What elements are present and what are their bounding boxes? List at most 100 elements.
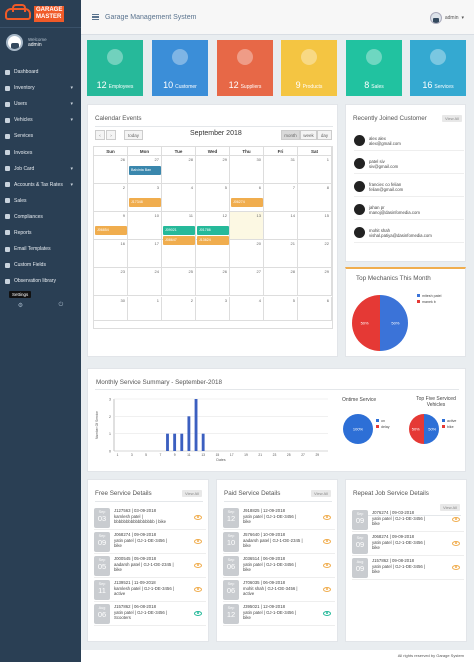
- service-list-item[interactable]: Sep 09 J076274 | 09-03-2018 yatin patel | G…: [352, 508, 464, 532]
- calendar-day-cell[interactable]: 10: [128, 212, 162, 240]
- service-bar[interactable]: [194, 399, 198, 451]
- sidebar-item-invoices[interactable]: Invoices: [0, 144, 81, 160]
- view-day-button[interactable]: day: [317, 130, 332, 140]
- view-eye-icon[interactable]: [194, 515, 202, 520]
- calendar-day-cell[interactable]: 23: [94, 268, 128, 296]
- service-list-item[interactable]: Sep 11 J139521 | 11-09-2018 kamlesh patel |…: [94, 578, 206, 602]
- calendar-event[interactable]: J17348: [129, 198, 161, 207]
- calendar-day-cell[interactable]: 14: [264, 212, 298, 240]
- customer-list-item[interactable]: mohit shah vishal.patiya@dasinfomedia.com: [354, 223, 464, 243]
- customer-list-item[interactable]: alex alex alex@gmail.com: [354, 131, 464, 151]
- service-list-item[interactable]: Sep 12 J918825 | 12-09-2018 yatin patel | G…: [223, 506, 335, 530]
- view-eye-icon[interactable]: [452, 565, 460, 570]
- view-eye-icon[interactable]: [323, 611, 331, 616]
- next-month-button[interactable]: ›: [106, 130, 116, 140]
- prev-month-button[interactable]: ‹: [95, 130, 105, 140]
- user-menu[interactable]: admin ▾: [429, 12, 464, 24]
- calendar-day-cell[interactable]: 29: [298, 268, 332, 296]
- service-list-item[interactable]: Aug 09 J157862 | 09-08-2018 yatin patel | G…: [352, 556, 464, 580]
- service-list-item[interactable]: Sep 10 J576640 | 10-09-2018 aadarsh patel |…: [223, 530, 335, 554]
- service-list-item[interactable]: Sep 09 J068274 | 09-09-2018 yatin patel | G…: [94, 530, 206, 554]
- calendar-day-cell[interactable]: 24: [128, 268, 162, 296]
- customer-list-item[interactable]: patel siv siv@gmail.com: [354, 154, 464, 174]
- sidebar-item-compliances[interactable]: Compliances: [0, 209, 81, 225]
- view-week-button[interactable]: week: [300, 130, 317, 140]
- view-eye-icon[interactable]: [323, 563, 331, 568]
- service-bar[interactable]: [173, 433, 177, 451]
- calendar-event[interactable]: J13624: [197, 236, 229, 245]
- service-bar[interactable]: [180, 433, 184, 451]
- calendar-day-cell[interactable]: 4: [230, 297, 264, 321]
- view-eye-icon[interactable]: [194, 563, 202, 568]
- view-eye-icon[interactable]: [194, 539, 202, 544]
- calendar-event[interactable]: Balvinta Ban: [129, 166, 161, 175]
- settings-gear-icon[interactable]: ⚙: [17, 303, 24, 309]
- calendar-event[interactable]: J08647: [163, 236, 195, 245]
- calendar-day-cell[interactable]: 16: [94, 240, 128, 268]
- calendar-day-cell[interactable]: 22: [298, 240, 332, 268]
- sidebar-item-accounts-tax-rates[interactable]: Accounts & Tax Rates ▾: [0, 177, 81, 193]
- calendar-event[interactable]: J01786: [197, 226, 229, 235]
- repeat-service-view-all[interactable]: View All: [440, 504, 460, 511]
- calendar-day-cell[interactable]: 6: [298, 297, 332, 321]
- calendar-day-cell[interactable]: 30: [94, 297, 128, 321]
- service-list-item[interactable]: Sep 12 J395021 | 12-09-2018 yatin patel | G…: [223, 602, 335, 626]
- app-logo[interactable]: GARAGE MASTER: [0, 0, 81, 28]
- sidebar-item-users[interactable]: Users ▾: [0, 96, 81, 112]
- stat-tile-services[interactable]: 16 Services: [410, 40, 466, 96]
- calendar-day-cell[interactable]: 29: [196, 156, 230, 184]
- power-icon[interactable]: ⏻: [58, 302, 64, 308]
- service-list-item[interactable]: Sep 09 J068274 | 09-09-2018 yatin patel | G…: [352, 532, 464, 556]
- sidebar-item-email-templates[interactable]: Email Templates: [0, 241, 81, 257]
- calendar-day-cell[interactable]: 3: [196, 297, 230, 321]
- sidebar-item-observation-library[interactable]: Observation library: [0, 273, 81, 289]
- calendar-event[interactable]: J06274: [231, 198, 263, 207]
- calendar-day-cell[interactable]: 27: [230, 268, 264, 296]
- stat-tile-products[interactable]: 9 Products: [281, 40, 337, 96]
- sidebar-item-sales[interactable]: Sales: [0, 193, 81, 209]
- calendar-day-cell[interactable]: 30: [230, 156, 264, 184]
- stat-tile-customer[interactable]: 10 Customer: [152, 40, 208, 96]
- recent-customers-view-all[interactable]: View All: [442, 115, 462, 122]
- calendar-day-cell[interactable]: 9: [94, 212, 128, 240]
- view-eye-icon[interactable]: [452, 517, 460, 522]
- calendar-day-cell[interactable]: 28: [264, 268, 298, 296]
- sidebar-item-job-card[interactable]: Job Card ▾: [0, 161, 81, 177]
- view-eye-icon[interactable]: [323, 539, 331, 544]
- paid-service-view-all[interactable]: View All: [311, 490, 331, 497]
- calendar-day-cell[interactable]: 27: [128, 156, 162, 184]
- calendar-day-cell[interactable]: 5: [196, 184, 230, 212]
- view-eye-icon[interactable]: [323, 515, 331, 520]
- calendar-day-cell[interactable]: 26: [196, 268, 230, 296]
- customer-list-item[interactable]: franciec co felian felian@gmail.com: [354, 177, 464, 197]
- calendar-event[interactable]: J09021: [163, 226, 195, 235]
- stat-tile-sales[interactable]: 8 Sales: [346, 40, 402, 96]
- calendar-day-cell[interactable]: 15: [298, 212, 332, 240]
- calendar-day-cell[interactable]: 8: [298, 184, 332, 212]
- calendar-day-cell[interactable]: 4: [162, 184, 196, 212]
- calendar-day-cell[interactable]: 7: [264, 184, 298, 212]
- today-button[interactable]: today: [124, 130, 143, 140]
- calendar-event[interactable]: J06854: [95, 226, 127, 235]
- calendar-day-cell[interactable]: 2: [162, 297, 196, 321]
- calendar-day-cell[interactable]: 17: [128, 240, 162, 268]
- view-eye-icon[interactable]: [452, 541, 460, 546]
- sidebar-item-inventory[interactable]: Inventory ▾: [0, 80, 81, 96]
- calendar-day-cell[interactable]: 26: [94, 156, 128, 184]
- stat-tile-employees[interactable]: 12 Employees: [87, 40, 143, 96]
- service-list-item[interactable]: Sep 03 J127563 | 03-09-2018 kamlesh patel |…: [94, 506, 206, 530]
- free-service-view-all[interactable]: View All: [182, 490, 202, 497]
- view-eye-icon[interactable]: [194, 611, 202, 616]
- calendar-day-cell[interactable]: 20: [230, 240, 264, 268]
- sidebar-item-reports[interactable]: Reports: [0, 225, 81, 241]
- service-bar[interactable]: [187, 416, 191, 451]
- service-list-item[interactable]: Aug 06 J157862 | 06-08-2018 yatin patel | G…: [94, 602, 206, 626]
- calendar-day-cell[interactable]: 13: [230, 212, 264, 240]
- calendar-day-cell[interactable]: 2: [94, 184, 128, 212]
- menu-toggle-icon[interactable]: [92, 14, 99, 20]
- sidebar-item-dashboard[interactable]: Dashboard: [0, 64, 81, 80]
- sidebar-item-services[interactable]: Services: [0, 128, 81, 144]
- calendar-day-cell[interactable]: 1: [298, 156, 332, 184]
- calendar-day-cell[interactable]: 25: [162, 268, 196, 296]
- view-month-button[interactable]: month: [281, 130, 300, 140]
